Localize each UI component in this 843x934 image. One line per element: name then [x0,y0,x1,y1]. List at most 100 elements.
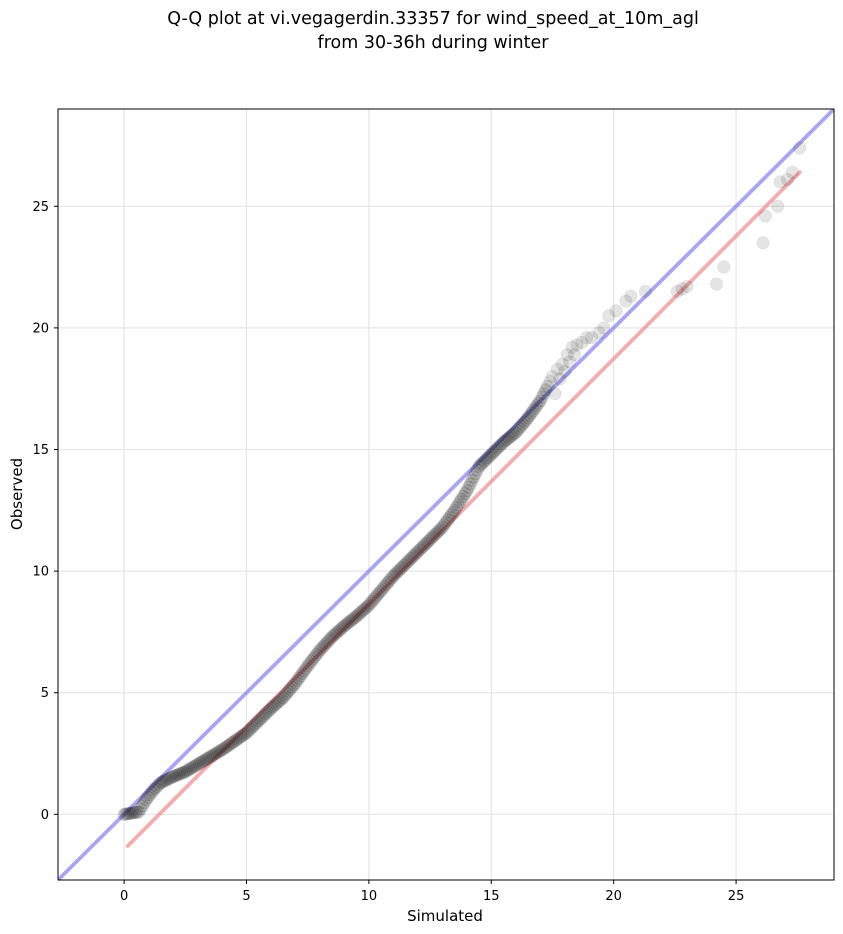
quantile-point [550,362,565,376]
quantile-point [575,335,589,350]
x-tick-label: 10 [361,889,378,904]
quantile-point [367,592,381,606]
quantile-point [558,364,572,379]
quantile-point [482,449,497,463]
quantile-point [609,304,623,318]
quantile-point [407,548,422,562]
quantile-point [486,445,500,460]
quantile-point [362,598,376,612]
quantile-point [519,413,533,427]
quantile-point [241,724,255,738]
quantile-point [597,321,611,335]
quantile-point [141,790,155,805]
quantile-points [117,141,807,822]
quantile-point [210,746,224,760]
quantile-point [496,435,511,449]
quantile-point [360,600,374,614]
quantile-point [144,785,159,800]
quantile-point [351,607,366,622]
quantile-point [510,423,525,438]
quantile-point [369,590,383,604]
quantile-point [493,438,507,453]
quantile-point [770,199,785,213]
plot-frame [57,108,835,881]
chart-title-line-2: from 30-36h during winter [318,33,550,53]
quantile-point [161,772,175,786]
quantile-point [285,680,299,694]
quantile-point [524,406,539,420]
quantile-point [231,732,245,746]
quantile-point [379,577,394,592]
quantile-point [425,531,439,545]
quantile-point [602,309,616,323]
quantile-point [227,734,241,749]
quantile-point [423,532,437,547]
quantile-point [280,686,294,701]
quantile-point [274,692,289,706]
quantile-point [481,451,495,465]
quantile-point [330,625,345,639]
quantile-point [780,172,795,187]
quantile-point [203,750,217,764]
quantile-point [540,379,555,393]
quantile-point [495,437,509,451]
quantile-point [119,807,133,821]
quantile-point [489,442,504,456]
quantile-point [302,657,317,671]
quantile-point [365,594,380,608]
quantile-point [545,369,560,384]
quantile-point [507,427,521,441]
quantile-point [334,622,348,636]
quantile-point [468,466,483,481]
quantile-point [432,524,446,538]
quantile-point [548,386,562,401]
quantile-point [418,538,432,552]
quantile-point [232,731,247,745]
quantile-point [171,767,185,782]
quantile-point [412,543,427,557]
quantile-point [444,508,458,522]
quantile-point [381,575,395,589]
quantile-point [250,715,264,730]
quantile-point [143,788,157,802]
quantile-point [262,703,276,717]
quantile-point [474,458,488,472]
quantile-point [435,520,450,535]
quantile-point [135,799,150,813]
quantile-point [517,415,532,429]
quantile-point [355,604,369,619]
quantile-point [785,165,800,179]
quantile-point [409,546,423,561]
quantile-point [339,617,353,632]
quantile-point [243,722,257,737]
quantile-point [128,805,142,820]
quantile-point [215,743,229,757]
quantile-point [398,557,413,571]
fit-reference-line [125,170,802,848]
quantile-point [266,700,280,714]
quantile-point [530,399,544,413]
quantile-point [454,492,469,506]
quantile-point [567,347,582,362]
quantile-point [405,550,420,564]
quantile-point [430,525,444,540]
quantile-point [276,690,290,705]
quantile-point [709,277,724,291]
quantile-point [374,583,388,598]
quantile-point [386,569,401,583]
quantile-point [196,754,210,769]
quantile-point [447,503,462,518]
quantile-point [290,673,304,688]
quantile-point [139,793,153,807]
quantile-point [208,747,222,761]
quantile-point [311,645,325,660]
quantile-point [178,765,192,779]
quantile-point [328,626,343,641]
quantile-point [283,682,297,696]
quantile-point [304,654,318,669]
quantile-point [255,710,269,724]
quantile-point [253,712,268,726]
quantile-point [472,459,486,474]
quantile-point [222,738,236,752]
quantile-point [470,463,484,477]
